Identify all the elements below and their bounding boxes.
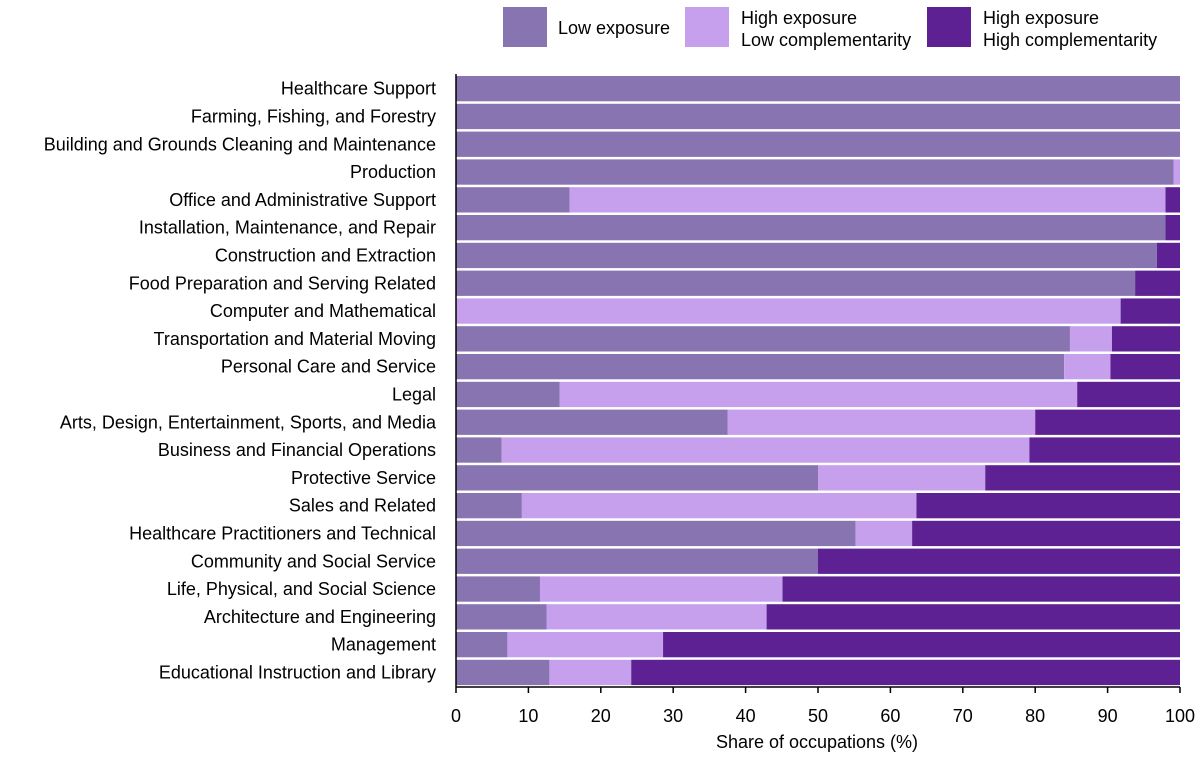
bar-segment-3-series-1 [1173, 159, 1180, 185]
category-label-16: Healthcare Practitioners and Technical [129, 523, 436, 543]
x-tick-label-8: 80 [1025, 706, 1045, 726]
bar-segment-7-series-2 [1135, 270, 1180, 296]
bar-segment-10-series-0 [456, 354, 1065, 380]
bar-segment-8-series-2 [1120, 298, 1180, 324]
bar-segment-21-series-0 [456, 659, 550, 686]
bar-segment-8-series-1 [456, 298, 1121, 324]
category-label-13: Business and Financial Operations [158, 440, 436, 460]
bar-segment-7-series-0 [456, 270, 1136, 296]
category-label-2: Building and Grounds Cleaning and Mainte… [44, 134, 436, 154]
category-label-5: Installation, Maintenance, and Repair [139, 218, 436, 238]
category-label-18: Life, Physical, and Social Science [167, 579, 436, 599]
x-tick-label-3: 30 [663, 706, 683, 726]
bar-segment-20-series-0 [456, 632, 508, 658]
bar-segment-14-series-2 [985, 465, 1180, 491]
bar-segment-20-series-2 [663, 632, 1180, 658]
bar-segment-3-series-0 [456, 159, 1174, 185]
bar-segment-4-series-1 [569, 187, 1166, 213]
bar-segment-18-series-0 [456, 576, 540, 602]
category-label-19: Architecture and Engineering [204, 607, 436, 627]
bar-segment-13-series-0 [456, 437, 502, 463]
category-label-14: Protective Service [291, 468, 436, 488]
legend-swatch-1 [685, 7, 729, 47]
x-tick-label-2: 20 [591, 706, 611, 726]
category-labels: Healthcare Support Farming, Fishing, and … [44, 79, 437, 683]
x-tick-label-0: 0 [451, 706, 461, 726]
bar-segment-11-series-0 [456, 381, 560, 408]
bar-segment-11-series-2 [1077, 381, 1180, 408]
bar-segment-5-series-0 [456, 215, 1166, 241]
bar-segment-9-series-0 [456, 326, 1070, 352]
bar-segment-16-series-1 [855, 520, 913, 547]
bar-segment-12-series-1 [727, 409, 1036, 435]
x-tick-label-9: 90 [1098, 706, 1118, 726]
x-tick-label-7: 70 [953, 706, 973, 726]
category-label-15: Sales and Related [289, 496, 436, 516]
bar-segment-12-series-0 [456, 409, 728, 435]
x-tick-label-5: 50 [808, 706, 828, 726]
category-label-4: Office and Administrative Support [169, 190, 436, 210]
bar-segment-14-series-1 [818, 465, 986, 491]
x-tick-label-1: 10 [518, 706, 538, 726]
bar-segment-9-series-2 [1111, 326, 1180, 352]
bar-segment-4-series-0 [456, 187, 570, 213]
bar-segment-13-series-2 [1029, 437, 1180, 463]
bar-segment-10-series-1 [1064, 354, 1111, 380]
bar-segment-18-series-2 [782, 576, 1180, 602]
bar-segment-15-series-0 [456, 493, 522, 519]
category-label-3: Production [350, 162, 436, 182]
bar-segment-17-series-0 [456, 548, 818, 574]
bar-segment-20-series-1 [507, 632, 664, 658]
category-label-1: Farming, Fishing, and Forestry [191, 106, 436, 126]
bar-segment-10-series-2 [1110, 354, 1180, 380]
category-label-8: Computer and Mathematical [210, 301, 436, 321]
bar-segment-5-series-2 [1165, 215, 1180, 241]
bar-segment-19-series-1 [546, 604, 767, 630]
bar-segment-21-series-1 [549, 659, 632, 686]
category-label-17: Community and Social Service [191, 551, 436, 571]
bar-segment-17-series-2 [818, 548, 1180, 574]
bar-segment-19-series-0 [456, 604, 547, 630]
legend: Low exposure High exposure Low complementa… [503, 7, 1157, 50]
legend-swatch-2 [927, 7, 971, 47]
category-label-9: Transportation and Material Moving [154, 329, 436, 349]
bar-segment-6-series-2 [1156, 242, 1180, 269]
category-label-12: Arts, Design, Entertainment, Sports, and… [60, 412, 437, 432]
bar-segment-4-series-2 [1165, 187, 1180, 213]
category-label-11: Legal [392, 384, 436, 404]
legend-label-1: High exposure Low complementarity [741, 8, 911, 50]
bar-segment-1-series-0 [456, 103, 1180, 130]
bars [456, 76, 1180, 686]
x-axis-ticks: 0 10 20 30 40 50 60 70 80 90 100 [451, 687, 1195, 726]
bar-segment-18-series-1 [539, 576, 783, 602]
x-tick-label-6: 60 [880, 706, 900, 726]
bar-segment-13-series-1 [501, 437, 1030, 463]
category-label-7: Food Preparation and Serving Related [129, 273, 436, 293]
x-tick-label-4: 40 [736, 706, 756, 726]
x-axis-title: Share of occupations (%) [716, 732, 918, 752]
legend-label-2: High exposure High complementarity [983, 8, 1157, 50]
bar-segment-0-series-0 [456, 76, 1180, 102]
bar-segment-15-series-1 [521, 493, 917, 519]
bar-segment-11-series-1 [559, 381, 1078, 408]
bar-segment-19-series-2 [766, 604, 1180, 630]
bar-segment-15-series-2 [916, 493, 1180, 519]
bar-segment-6-series-0 [456, 242, 1157, 269]
legend-label-0: Low exposure [558, 18, 670, 38]
bar-segment-16-series-0 [456, 520, 856, 547]
bar-segment-2-series-0 [456, 131, 1180, 157]
category-label-6: Construction and Extraction [215, 245, 436, 265]
category-label-20: Management [331, 635, 436, 655]
category-label-21: Educational Instruction and Library [159, 662, 436, 682]
bar-segment-14-series-0 [456, 465, 818, 491]
category-label-10: Personal Care and Service [221, 357, 436, 377]
legend-swatch-0 [503, 7, 547, 47]
bar-segment-21-series-2 [631, 659, 1180, 686]
bar-segment-16-series-2 [912, 520, 1180, 547]
x-tick-label-10: 100 [1165, 706, 1195, 726]
category-label-0: Healthcare Support [281, 79, 436, 99]
bar-segment-12-series-2 [1035, 409, 1180, 435]
bar-segment-9-series-1 [1069, 326, 1112, 352]
